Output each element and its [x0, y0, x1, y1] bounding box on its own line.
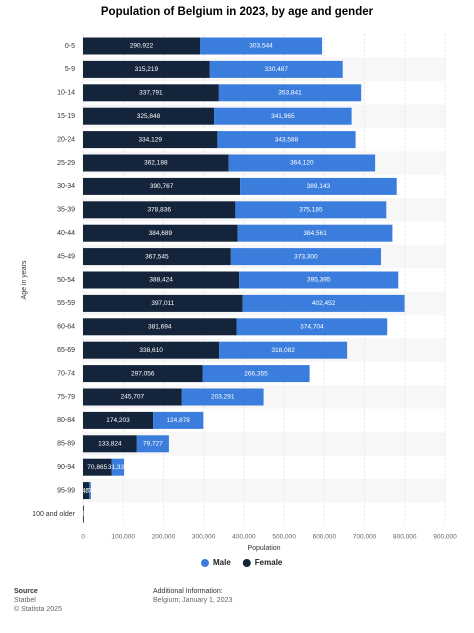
data-label: 395,395 — [307, 277, 331, 284]
y-axis-label: Age in years — [21, 260, 28, 299]
y-tick-label: 0-5 — [65, 43, 75, 50]
y-tick-label: 10-14 — [57, 90, 75, 97]
y-tick-label: 90-94 — [57, 464, 75, 471]
row-stripe — [83, 479, 445, 502]
y-tick-label: 15-19 — [57, 113, 75, 120]
legend-marker — [243, 559, 251, 567]
data-label: 79,727 — [143, 441, 163, 448]
legend-label: Female — [255, 558, 283, 567]
data-label: 374,704 — [300, 324, 324, 331]
y-tick-label: 75-79 — [57, 394, 75, 401]
data-label: 375,185 — [299, 207, 323, 214]
data-label: 330,487 — [265, 66, 289, 73]
data-label: 378,836 — [147, 207, 171, 214]
info: Belgium; January 1, 2023 — [153, 597, 232, 604]
data-label: 245,707 — [121, 394, 145, 401]
data-label: 325,848 — [137, 113, 161, 120]
y-tick-label: 45-49 — [57, 253, 75, 260]
data-label: 402,452 — [312, 300, 336, 307]
data-label: 367,545 — [145, 253, 169, 260]
info-title: Additional Information: — [153, 588, 223, 595]
x-tick-label: 700,000 — [353, 533, 377, 540]
data-label: 364,120 — [290, 160, 314, 167]
data-label: 362,188 — [144, 160, 168, 167]
copyright: © Statista 2025 — [14, 605, 62, 613]
y-tick-label: 55-59 — [57, 300, 75, 307]
y-tick-label: 100 and older — [32, 511, 75, 518]
chart-title: Population of Belgium in 2023, by age an… — [101, 6, 374, 18]
y-tick-label: 50-54 — [57, 277, 75, 284]
y-tick-label: 95-99 — [57, 487, 75, 494]
x-tick-label: 600,000 — [313, 533, 337, 540]
x-tick-label: 100,000 — [111, 533, 135, 540]
data-label: 315,219 — [135, 66, 159, 73]
data-label: 4,012 — [82, 487, 99, 494]
data-label: 318,082 — [271, 347, 295, 354]
data-label: 186 — [78, 511, 89, 518]
data-label: 303,544 — [249, 43, 273, 50]
data-label: 397,011 — [151, 300, 174, 307]
x-tick-label: 900,000 — [433, 533, 457, 540]
data-label: 334,129 — [138, 136, 162, 143]
x-tick-label: 400,000 — [232, 533, 256, 540]
legend-label: Male — [213, 558, 231, 567]
data-label: 133,824 — [98, 441, 122, 448]
data-label: 297,056 — [131, 370, 155, 377]
data-label: 390,767 — [150, 183, 174, 190]
legend-marker — [201, 559, 209, 567]
y-tick-label: 20-24 — [57, 136, 75, 143]
data-label: 384,561 — [303, 230, 327, 237]
x-tick-label: 300,000 — [192, 533, 216, 540]
data-label: 266,355 — [244, 370, 268, 377]
y-tick-label: 35-39 — [57, 207, 75, 214]
x-tick-label: 200,000 — [152, 533, 176, 540]
y-tick-label: 60-64 — [57, 324, 75, 331]
source-title: Source — [14, 588, 38, 595]
data-label: 203,291 — [211, 394, 235, 401]
source: Statbel — [14, 597, 36, 604]
y-tick-label: 80-84 — [57, 417, 75, 424]
data-label: 343,588 — [275, 136, 299, 143]
data-label: 353,841 — [278, 90, 302, 97]
data-label: 290,922 — [130, 43, 154, 50]
data-label: 70,865 — [87, 464, 107, 471]
x-axis-label: Population — [247, 545, 280, 552]
x-tick-label: 0 — [81, 533, 85, 540]
y-tick-label: 5-9 — [65, 66, 75, 73]
data-label: 373,300 — [294, 253, 318, 260]
data-label: 341,965 — [271, 113, 295, 120]
y-tick-label: 70-74 — [57, 370, 75, 377]
data-label: 389,143 — [307, 183, 331, 190]
y-tick-label: 30-34 — [57, 183, 75, 190]
data-label: 174,203 — [106, 417, 130, 424]
y-tick-label: 40-44 — [57, 230, 75, 237]
data-label: 337,791 — [139, 90, 163, 97]
x-tick-label: 500,000 — [272, 533, 296, 540]
data-label: 338,610 — [139, 347, 163, 354]
x-tick-label: 800,000 — [393, 533, 417, 540]
data-label: 384,689 — [149, 230, 173, 237]
y-tick-label: 65-69 — [57, 347, 75, 354]
data-label: 381,694 — [148, 324, 172, 331]
data-label: 31,332 — [108, 464, 128, 471]
data-label: 124,878 — [166, 417, 190, 424]
data-label: 388,424 — [149, 277, 173, 284]
y-tick-label: 25-29 — [57, 160, 75, 167]
y-tick-label: 85-89 — [57, 441, 75, 448]
